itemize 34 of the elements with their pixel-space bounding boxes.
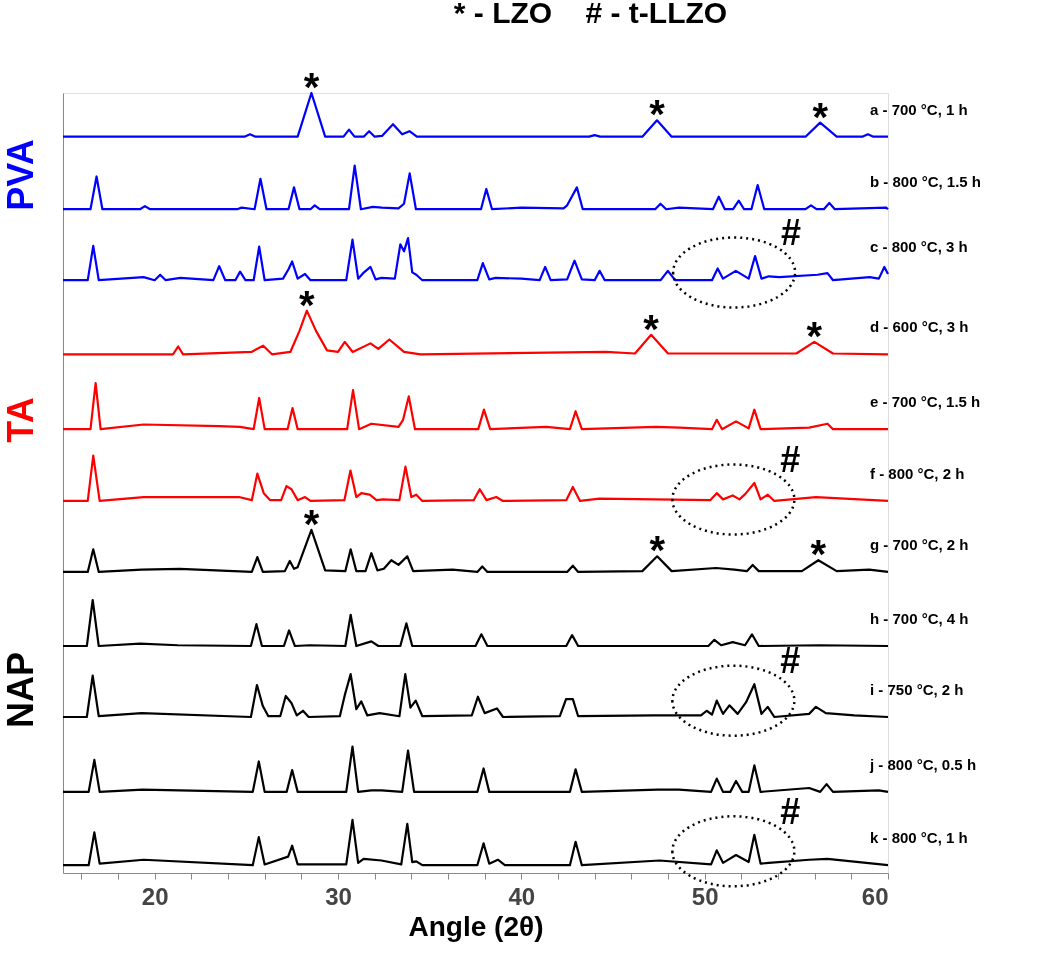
x-tick-label: 30: [325, 882, 352, 910]
annotation: *: [649, 92, 666, 137]
text: PVA: [0, 139, 41, 211]
annotation: *: [649, 528, 666, 573]
x-tick-label: 50: [691, 882, 719, 910]
series-label: d - 600 °C, 3 h: [870, 318, 969, 336]
series-label: i - 750 °C, 2 h: [870, 681, 964, 698]
series-label: b - 800 °C, 1.5 h: [870, 173, 982, 191]
series-label: h - 700 °C, 4 h: [870, 610, 969, 628]
annotation: #: [780, 640, 801, 682]
series-label: e - 700 °C, 1.5 h: [870, 393, 981, 411]
annotation: *: [303, 501, 320, 546]
annotation: *: [299, 282, 316, 327]
annotation: *: [303, 65, 320, 109]
annotation: *: [812, 94, 829, 139]
series-label: j - 800 °C, 0.5 h: [869, 755, 977, 773]
annotation: #: [781, 212, 802, 254]
text: TA: [0, 397, 41, 443]
series-label: a - 700 °C, 1 h: [870, 100, 968, 118]
text: NAP: [0, 651, 41, 729]
annotation: #: [780, 439, 801, 480]
series-label: c - 800 °C, 3 h: [870, 237, 968, 255]
annotation: *: [810, 532, 827, 577]
series-label: k - 800 °C, 1 h: [870, 829, 968, 847]
x-tick-label: 20: [141, 882, 169, 910]
series-label: f - 800 °C, 2 h: [870, 464, 965, 482]
annotation: #: [780, 790, 801, 832]
annotation: *: [643, 306, 660, 351]
chart-title: * - LZO # - t-LLZO: [453, 0, 728, 29]
annotation: *: [806, 313, 823, 358]
x-axis-title: Angle (2θ): [408, 910, 544, 942]
x-tick-label: 40: [508, 882, 536, 910]
series-label: g - 700 °C, 2 h: [870, 535, 969, 553]
x-tick-label: 60: [861, 882, 889, 910]
